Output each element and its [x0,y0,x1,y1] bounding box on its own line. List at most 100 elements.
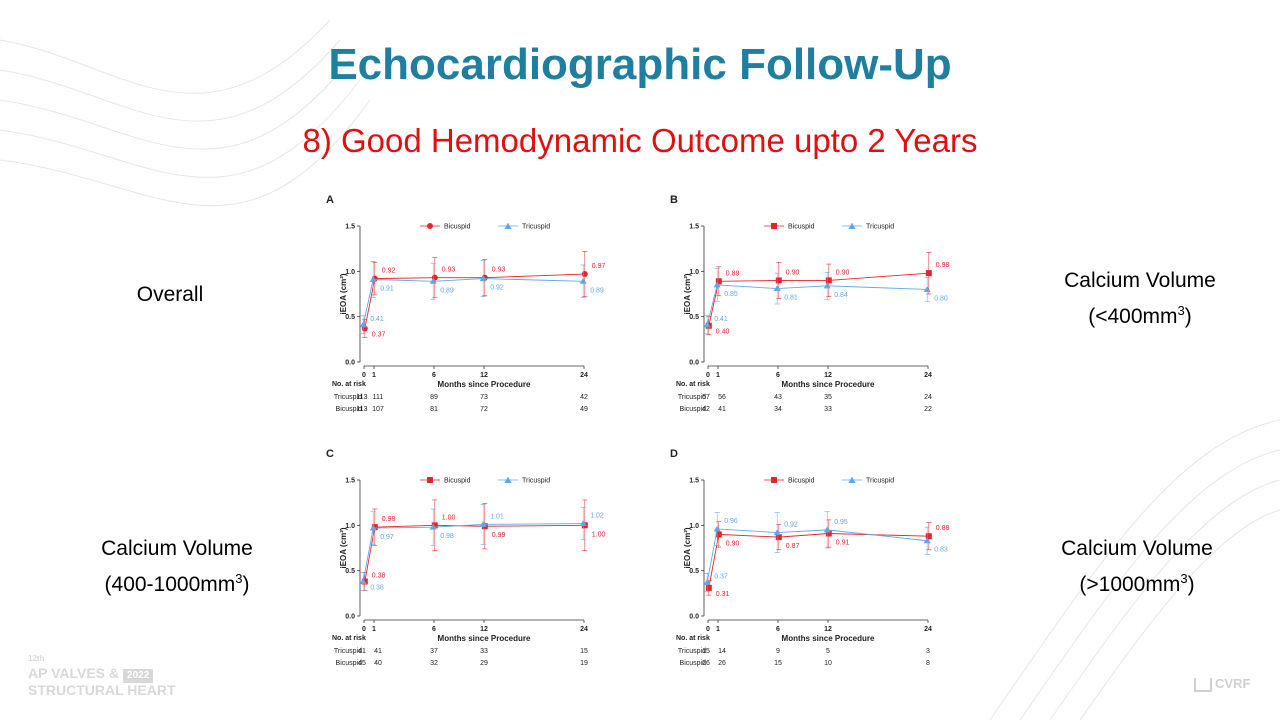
x-tick-label: 0 [362,372,366,379]
risk-value: 107 [372,406,384,413]
risk-value: 40 [374,660,382,667]
risk-value: 22 [924,406,932,413]
chart-panel-c: C 0.0 0.5 1.0 1.5 0 1 6 12 24 iEOA (cm²) Months sin… [322,442,622,677]
risk-title: No. at risk [676,381,710,388]
risk-value: 49 [580,406,588,413]
risk-value: 5 [826,648,830,655]
label-calcium-high: Calcium Volume (>1000mm3) [1037,534,1237,600]
legend-marker [771,477,777,483]
risk-value: 26 [718,660,726,667]
data-point [371,524,378,531]
risk-row-name: Tricuspid [334,648,362,655]
x-axis-label: Months since Procedure [782,380,875,389]
data-label: 1.00 [592,531,606,538]
legend-label: Bicuspid [788,224,815,231]
y-axis-label: iEOA (cm²) [683,273,692,314]
y-tick-label: 1.0 [689,269,699,276]
chart-svg: C 0.0 0.5 1.0 1.5 0 1 6 12 24 iEOA (cm²) Months sin… [326,448,606,667]
legend-label: Bicuspid [788,478,815,485]
data-point [359,578,367,585]
data-label: 0.41 [714,316,728,323]
x-axis-label: Months since Procedure [438,380,531,389]
data-point [775,534,782,541]
risk-value: 15 [774,660,782,667]
label-calcium-mid-line1: Calcium Volume [101,537,253,560]
legend-marker [848,222,856,229]
data-point [923,285,931,292]
data-label: 0.90 [726,540,740,547]
x-tick-label: 12 [480,626,488,633]
series-line [364,524,585,582]
risk-value: 26 [702,660,710,667]
panel-letter: D [670,448,678,460]
cvrf-text: CVRF [1215,676,1251,691]
data-point [715,531,722,538]
data-label: 0.95 [834,519,848,526]
data-label: 0.92 [490,285,504,292]
data-label: 0.91 [836,539,850,546]
data-point [823,526,831,533]
y-tick-label: 0.5 [345,568,355,575]
data-label: 0.89 [440,287,454,294]
x-axis-label: Months since Procedure [782,634,875,643]
event-edition: 12th [28,654,45,663]
legend-marker [848,476,856,483]
data-point [773,529,781,536]
y-tick-label: 1.0 [345,523,355,530]
data-point [713,281,721,288]
chart-panel-d: D 0.0 0.5 1.0 1.5 0 1 6 12 24 iEOA (cm²) Months sin… [666,442,966,677]
x-tick-label: 1 [372,626,376,633]
data-point [479,275,487,282]
data-label: 0.96 [724,518,738,525]
risk-value: 15 [580,648,588,655]
data-label: 0.89 [590,287,604,294]
series-line [364,273,585,329]
label-calcium-high-line1: Calcium Volume [1061,537,1213,560]
y-axis-label: iEOA (cm²) [339,273,348,314]
legend-label: Bicuspid [444,478,471,485]
risk-value: 57 [702,394,710,401]
risk-value: 8 [926,660,930,667]
data-point [429,277,437,284]
legend-label: Tricuspid [866,224,894,231]
data-label: 1.01 [490,513,504,520]
risk-value: 33 [824,406,832,413]
risk-value: 34 [774,406,782,413]
x-tick-label: 24 [580,626,588,633]
chart-svg: B 0.0 0.5 1.0 1.5 0 1 6 12 24 iEOA (cm²) Months sin… [670,194,950,413]
event-logo: 12th AP VALVES & 2022 STRUCTURAL HEART [28,652,176,697]
data-label: 0.92 [784,522,798,529]
x-tick-label: 1 [716,372,720,379]
y-tick-label: 0.0 [689,360,699,367]
risk-value: 3 [926,648,930,655]
risk-row-name: Tricuspid [334,394,362,401]
data-label: 0.87 [786,543,800,550]
risk-row-name: Bicuspid [336,406,363,413]
risk-value: 113 [356,394,367,401]
x-tick-label: 0 [706,372,710,379]
data-point [775,277,782,284]
risk-value: 56 [718,394,726,401]
risk-value: 19 [580,660,588,667]
risk-value: 9 [776,648,780,655]
data-point [825,530,832,537]
data-point [773,285,781,292]
x-tick-label: 6 [776,626,780,633]
legend-marker [504,476,512,483]
data-point [715,278,722,285]
risk-value: 33 [480,648,488,655]
risk-row-name: Tricuspid [678,394,706,401]
panel-letter: A [326,194,334,206]
risk-title: No. at risk [676,635,710,642]
y-tick-label: 0.5 [689,568,699,575]
data-label: 0.38 [372,573,386,580]
data-point [479,520,487,527]
risk-value: 111 [373,394,384,401]
y-tick-label: 1.5 [689,478,699,485]
legend-marker [771,223,777,229]
series-line [708,533,929,588]
risk-value: 73 [480,394,488,401]
cvrf-logo: CVRF [1194,676,1250,692]
x-tick-label: 24 [924,626,932,633]
y-axis-label: iEOA (cm²) [683,527,692,568]
